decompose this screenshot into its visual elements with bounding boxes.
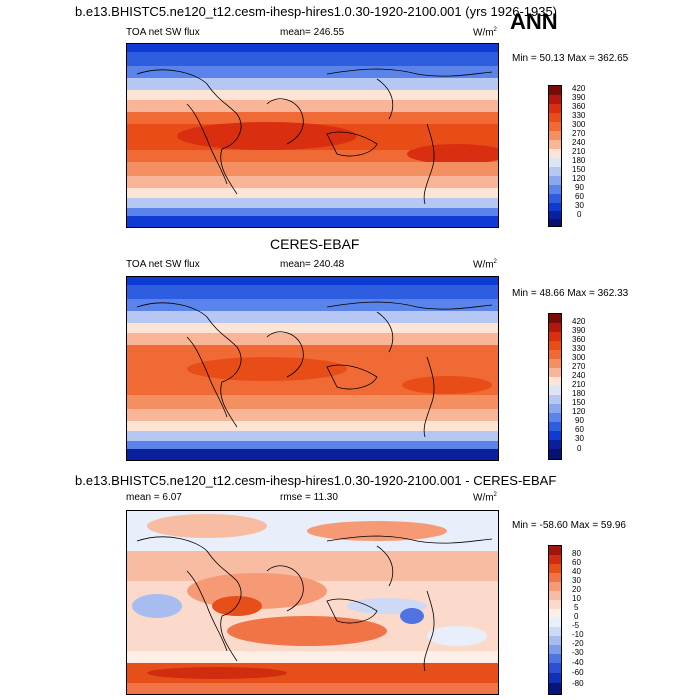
colorbar-tick-label: 360 [572, 102, 586, 111]
colorbar-tick-label: -30 [572, 648, 584, 657]
panel3-rmse-label: rmse = 11.30 [280, 492, 338, 503]
colorbar-tick-label: 210 [572, 147, 586, 156]
colorbar-tick-label: 30 [575, 201, 584, 210]
page-title: b.e13.BHISTC5.ne120_t12.cesm-ihesp-hires… [75, 4, 558, 19]
panel1-colorbar [548, 85, 562, 227]
colorbar-tick-label: 270 [572, 362, 586, 371]
panel2-units-label: W/m2 [473, 259, 497, 271]
colorbar-tick-label: -40 [572, 658, 584, 667]
panel1-minmax: Min = 50.13 Max = 362.65 [512, 53, 629, 64]
colorbar-tick-label: 210 [572, 380, 586, 389]
panel2-heading: CERES-EBAF [270, 236, 360, 252]
panel1-mean-label: mean= 246.55 [280, 27, 345, 38]
colorbar-tick-label: 390 [572, 93, 586, 102]
colorbar-tick-label: 0 [577, 210, 582, 219]
panel1-units-label: W/m2 [473, 27, 497, 39]
colorbar-tick-label: 30 [572, 576, 581, 585]
colorbar-tick-label: 390 [572, 326, 586, 335]
panel1-variable-label: TOA net SW flux [126, 27, 200, 38]
colorbar-tick-label: 0 [574, 612, 579, 621]
panel3-heading: b.e13.BHISTC5.ne120_t12.cesm-ihesp-hires… [75, 473, 557, 488]
colorbar-tick-label: 60 [572, 558, 581, 567]
colorbar-tick-label: 270 [572, 129, 586, 138]
colorbar-tick-label: 60 [575, 425, 584, 434]
colorbar-tick-label: 330 [572, 111, 586, 120]
colorbar-tick-label: 30 [575, 434, 584, 443]
colorbar-tick-label: 300 [572, 120, 586, 129]
colorbar-tick-label: 180 [572, 156, 586, 165]
colorbar-tick-label: -60 [572, 668, 584, 677]
panel1-map [126, 43, 499, 228]
colorbar-tick-label: -5 [572, 621, 580, 630]
colorbar-tick-label: 90 [575, 183, 584, 192]
colorbar-tick-label: 60 [575, 192, 584, 201]
panel2-colorbar [548, 313, 562, 460]
panel3-mean-label: mean = 6.07 [126, 492, 182, 503]
colorbar-tick-label: 330 [572, 344, 586, 353]
panel3-colorbar [548, 545, 562, 695]
colorbar-tick-label: 0 [577, 444, 582, 453]
colorbar-tick-label: 90 [575, 416, 584, 425]
colorbar-tick-label: 420 [572, 317, 586, 326]
colorbar-tick-label: 240 [572, 138, 586, 147]
colorbar-tick-label: 150 [572, 165, 586, 174]
colorbar-tick-label: 180 [572, 389, 586, 398]
panel3-map [126, 510, 499, 695]
colorbar-tick-label: 10 [572, 594, 581, 603]
colorbar-tick-label: 420 [572, 84, 586, 93]
colorbar-tick-label: 5 [574, 603, 579, 612]
colorbar-tick-label: 40 [572, 567, 581, 576]
colorbar-tick-label: 240 [572, 371, 586, 380]
panel2-mean-label: mean= 240.48 [280, 259, 345, 270]
colorbar-tick-label: 20 [572, 585, 581, 594]
colorbar-tick-label: 360 [572, 335, 586, 344]
colorbar-tick-label: -80 [572, 679, 584, 688]
colorbar-tick-label: 150 [572, 398, 586, 407]
colorbar-tick-label: -10 [572, 630, 584, 639]
colorbar-tick-label: 80 [572, 549, 581, 558]
panel2-minmax: Min = 48.66 Max = 362.33 [512, 288, 629, 299]
colorbar-tick-label: 120 [572, 174, 586, 183]
panel2-map [126, 276, 499, 461]
panel3-units-label: W/m2 [473, 492, 497, 504]
panel3-minmax: Min = -58.60 Max = 59.96 [512, 520, 626, 531]
season-label: ANN [510, 9, 558, 34]
colorbar-tick-label: -20 [572, 639, 584, 648]
colorbar-tick-label: 300 [572, 353, 586, 362]
colorbar-tick-label: 120 [572, 407, 586, 416]
panel2-variable-label: TOA net SW flux [126, 259, 200, 270]
